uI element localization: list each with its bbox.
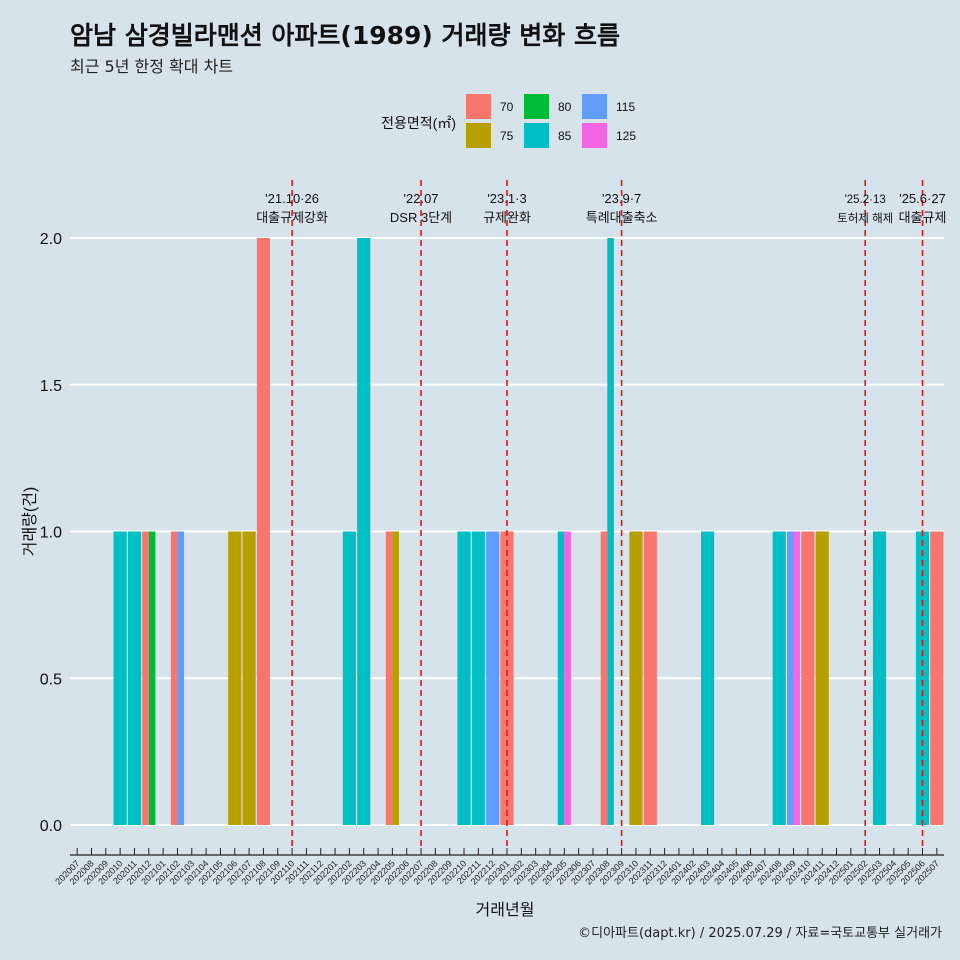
bar [500,531,514,825]
source-caption: ©디아파트(dapt.kr) / 2025.07.29 / 자료=국토교통부 실… [578,926,942,941]
legend-label: 125 [616,129,636,143]
legend-label: 70 [500,100,514,114]
legend-swatch [466,94,491,119]
legend-label: 115 [616,100,635,114]
bar [392,531,399,825]
bar [385,531,393,825]
legend-swatch [582,123,607,148]
bar [486,531,500,825]
event-date: '23.1·3 [487,191,526,206]
bar [700,531,715,825]
legend-title: 전용면적(㎡) [381,115,456,131]
bar [801,531,815,825]
bar [564,531,571,825]
event-label: 대출규제 [899,210,947,225]
event-date: '25.2·13 [845,194,886,206]
y-tick-label: 0.5 [40,671,62,688]
event-date: '21.10·26 [265,191,319,206]
bar [915,531,930,825]
event-label: 토허제 해제 [837,212,893,225]
bar [148,531,156,825]
event-label: 대출규제강화 [256,210,328,225]
bar [600,531,608,825]
bar [170,531,178,825]
event-date: '25.6·27 [899,191,946,206]
y-axis-title: 거래량(건) [21,487,39,557]
bar [471,531,485,825]
event-label: 규제완화 [483,210,531,225]
y-tick-label: 2.0 [40,231,62,248]
legend-label: 85 [558,129,572,143]
bar [629,531,643,825]
x-axis-title: 거래년월 [476,901,535,919]
bar [457,531,471,825]
bar [643,531,657,825]
event-date: '23.9·7 [602,191,641,206]
bar [557,531,565,825]
legend-swatch [582,94,607,119]
bar [228,531,242,825]
bar [113,531,127,825]
chart-subtitle: 최근 5년 한정 확대 차트 [70,57,234,76]
bar [872,531,887,825]
bar [607,238,614,825]
legend-swatch [524,123,549,148]
legend-label: 75 [500,129,514,143]
y-tick-label: 0.0 [40,818,62,835]
bar [127,531,142,825]
bar [177,531,185,825]
bar [815,531,829,825]
bar [342,531,356,825]
legend-swatch [524,94,549,119]
legend-swatch [466,123,491,148]
bar [256,238,271,825]
bar [242,531,256,825]
bar [772,531,786,825]
bar [357,238,371,825]
bar [793,531,801,825]
chart-title: 암남 삼경빌라맨션 아파트(1989) 거래량 변화 흐름 [70,21,620,50]
event-label: DSR 3단계 [390,210,452,225]
event-date: '22.07 [404,191,439,206]
bar [930,531,944,825]
y-tick-label: 1.0 [40,525,62,542]
y-tick-label: 1.5 [40,378,62,395]
bar [786,531,794,825]
bar [142,531,149,825]
event-label: 특례대출축소 [586,210,658,225]
legend-label: 80 [558,100,572,114]
